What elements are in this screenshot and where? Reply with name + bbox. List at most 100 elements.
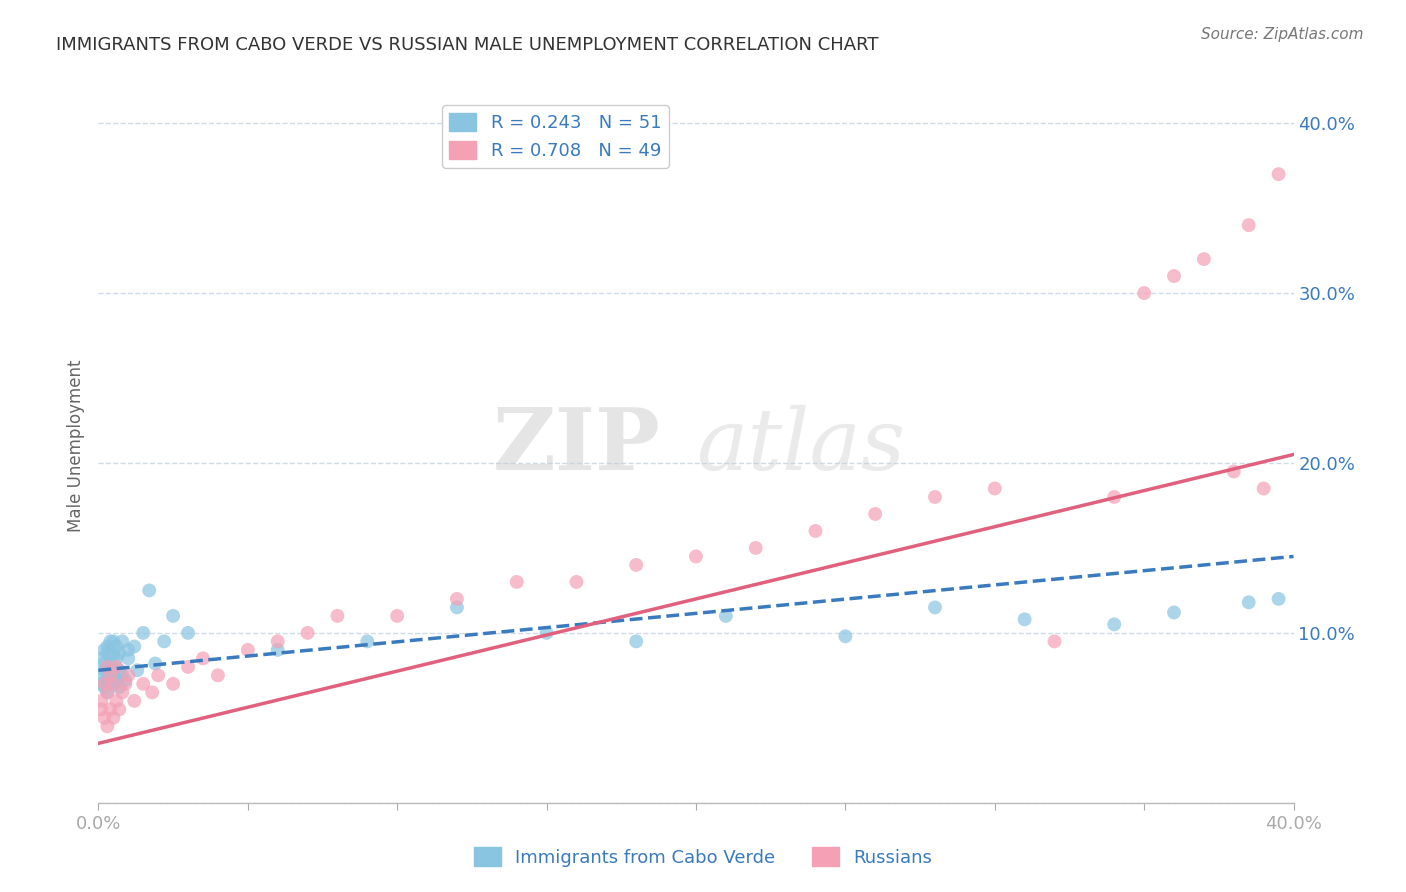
Point (108, 702, 131, 716)
Point (1104, 490, 1126, 504)
Point (804, 524, 827, 538)
Point (96, 646, 118, 660)
Point (506, 574, 529, 589)
Point (103, 663, 125, 677)
Point (1253, 482, 1275, 496)
Point (103, 646, 125, 660)
Point (111, 685, 134, 699)
Point (1014, 612, 1036, 626)
Point (162, 608, 184, 623)
Point (356, 634, 378, 648)
Point (132, 677, 155, 691)
Point (127, 663, 149, 677)
Point (745, 541, 768, 555)
Point (105, 694, 128, 708)
Point (90, 702, 112, 716)
Point (96, 719, 118, 733)
Legend: Immigrants from Cabo Verde, Russians: Immigrants from Cabo Verde, Russians (467, 840, 939, 874)
Point (108, 646, 131, 660)
Point (297, 626, 319, 640)
Point (685, 549, 707, 564)
Point (117, 651, 139, 665)
Point (1237, 218, 1260, 232)
Point (626, 558, 648, 572)
Point (117, 643, 139, 657)
Point (105, 673, 128, 688)
Point (93, 657, 115, 671)
Point (385, 608, 409, 623)
Point (141, 685, 163, 699)
Point (138, 583, 160, 598)
Point (111, 668, 134, 682)
Point (96, 685, 118, 699)
Text: IMMIGRANTS FROM CABO VERDE VS RUSSIAN MALE UNEMPLOYMENT CORRELATION CHART: IMMIGRANTS FROM CABO VERDE VS RUSSIAN MA… (56, 36, 879, 54)
Point (924, 490, 946, 504)
Point (153, 634, 176, 648)
Point (96, 640, 118, 654)
Point (90, 694, 112, 708)
Point (96, 685, 118, 699)
Point (103, 677, 125, 691)
Point (114, 673, 136, 688)
Point (90, 668, 112, 682)
Point (108, 680, 131, 694)
Point (1104, 617, 1126, 632)
Point (565, 574, 588, 589)
Point (98, 668, 122, 682)
Point (267, 634, 290, 648)
Point (93, 677, 115, 691)
Point (1192, 252, 1215, 266)
Point (96, 673, 118, 688)
Point (105, 640, 128, 654)
Point (108, 663, 131, 677)
Point (236, 643, 259, 657)
Point (446, 600, 468, 615)
Point (924, 600, 946, 615)
Point (162, 677, 184, 691)
Point (98, 657, 122, 671)
Point (111, 634, 134, 648)
Point (93, 711, 115, 725)
Point (103, 634, 125, 648)
Point (267, 643, 290, 657)
Point (177, 660, 200, 674)
Point (148, 668, 170, 682)
Text: atlas: atlas (696, 405, 905, 487)
Point (326, 608, 349, 623)
Point (98, 668, 122, 682)
Point (1267, 167, 1289, 181)
Point (1133, 286, 1156, 301)
Point (1223, 465, 1246, 479)
Point (93, 663, 115, 677)
Point (105, 660, 128, 674)
Point (103, 677, 125, 691)
Legend: R = 0.243   N = 51, R = 0.708   N = 49: R = 0.243 N = 51, R = 0.708 N = 49 (441, 105, 669, 168)
Point (96, 660, 118, 674)
Point (1237, 595, 1260, 609)
Point (114, 677, 136, 691)
Point (90, 651, 112, 665)
Point (714, 608, 737, 623)
Point (177, 626, 200, 640)
Point (132, 626, 155, 640)
Point (984, 482, 1007, 496)
Point (117, 668, 139, 682)
Point (191, 651, 214, 665)
Y-axis label: Male Unemployment: Male Unemployment (66, 359, 84, 533)
Point (105, 651, 128, 665)
Point (1163, 606, 1185, 620)
Point (1163, 269, 1185, 284)
Point (536, 626, 558, 640)
Text: ZIP: ZIP (492, 404, 661, 488)
Point (446, 591, 468, 606)
Point (98, 702, 122, 716)
Point (834, 629, 856, 643)
Point (124, 640, 146, 654)
Point (1043, 634, 1066, 648)
Point (93, 643, 115, 657)
Point (98, 634, 122, 648)
Point (93, 680, 115, 694)
Point (90, 677, 112, 691)
Point (124, 694, 146, 708)
Point (1267, 591, 1289, 606)
